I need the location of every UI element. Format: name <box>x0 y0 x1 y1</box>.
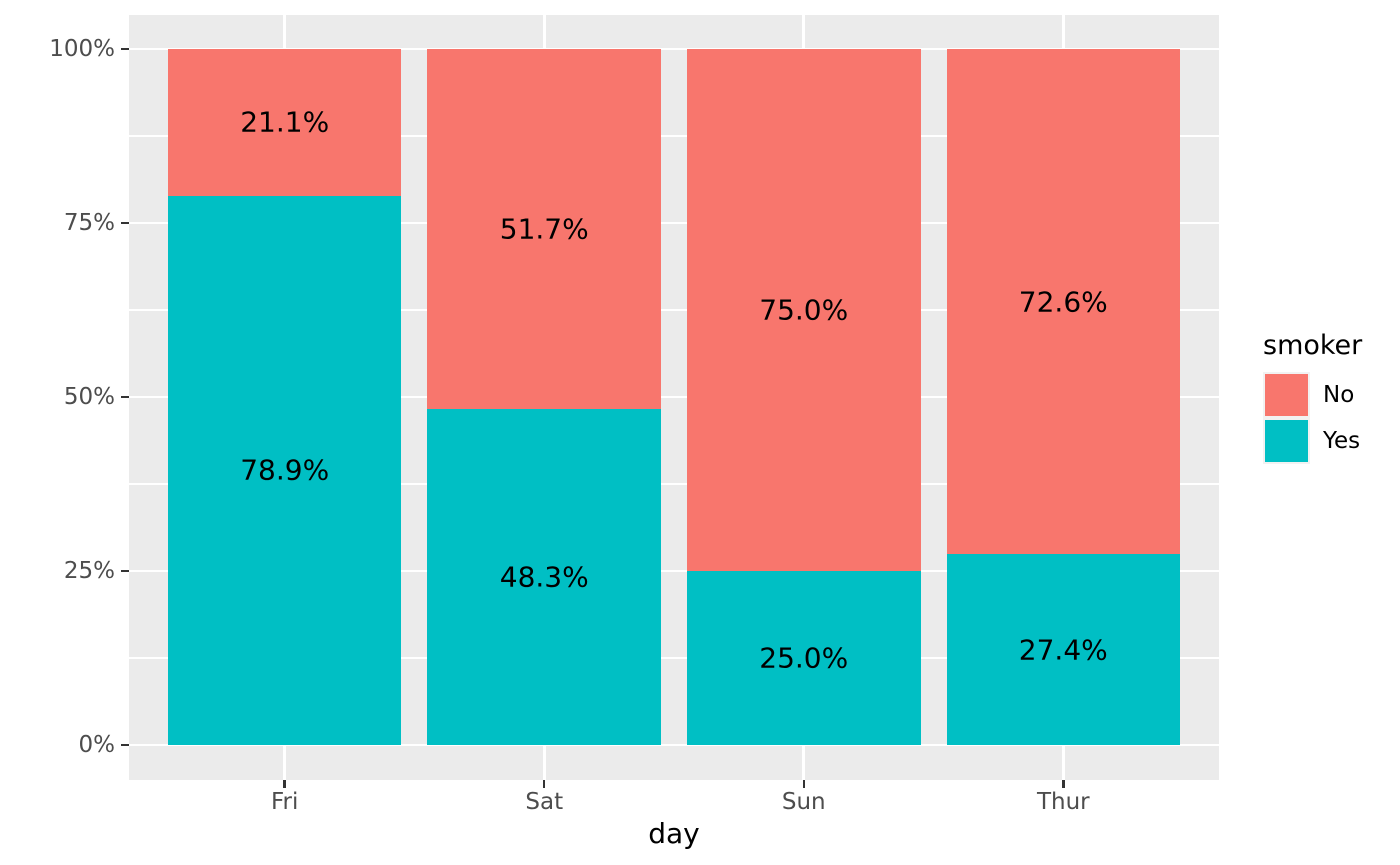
gridline-major-horizontal <box>129 47 1219 51</box>
gridline-major-horizontal <box>129 743 1219 747</box>
legend-swatch-no <box>1265 374 1308 416</box>
x-axis-tick <box>802 780 805 788</box>
legend-label-no: No <box>1323 382 1355 408</box>
bar-value-label-yes-sat: 48.3% <box>499 560 589 594</box>
gridline-major-horizontal <box>129 395 1219 399</box>
bar-value-label-yes-fri: 78.9% <box>240 453 330 487</box>
legend-key-yes <box>1263 418 1310 464</box>
bar-value-label-no-thur: 72.6% <box>1018 285 1108 319</box>
bar-segment-no-fri <box>167 49 402 196</box>
bar-value-label-no-fri: 21.1% <box>240 105 330 139</box>
bar-segment-no-sat <box>427 49 661 409</box>
gridline-minor-horizontal <box>129 309 1219 311</box>
bar-value-label-no-sat: 51.7% <box>499 212 589 246</box>
gridline-minor-horizontal <box>129 657 1219 659</box>
gridline-major-horizontal <box>129 569 1219 573</box>
bar-value-label-no-sun: 75.0% <box>759 293 849 327</box>
y-axis-tick <box>121 395 129 399</box>
y-axis-tick-label: 75% <box>63 210 115 236</box>
y-axis-tick <box>121 47 129 51</box>
bar-value-label-yes-thur: 27.4% <box>1018 633 1108 667</box>
plot-panel: 21.1% 78.9% 51.7% 48.3% 75.0% 25.0% 72.6% 27.4% <box>129 15 1219 780</box>
legend-swatch-yes <box>1265 420 1308 462</box>
bar-segment-no-thur <box>946 49 1181 555</box>
x-axis-tick-label: Thur <box>1036 789 1090 815</box>
legend-label-yes: Yes <box>1323 428 1361 454</box>
y-axis-tick <box>121 569 129 573</box>
legend-keys: No Yes <box>1263 372 1400 472</box>
legend-title: smoker <box>1263 330 1363 361</box>
bar-segment-yes-sat <box>427 408 661 745</box>
y-axis-tick-label: 50% <box>63 384 115 410</box>
x-axis-title: day <box>648 817 700 850</box>
y-axis-tick-label: 100% <box>49 36 115 62</box>
gridline-minor-horizontal <box>129 483 1219 485</box>
bar-segment-yes-thur <box>946 554 1181 745</box>
x-axis-tick <box>542 780 546 788</box>
gridline-minor-horizontal <box>129 135 1219 137</box>
legend-key-no <box>1263 372 1310 418</box>
bar-value-label-yes-sun: 25.0% <box>759 641 849 675</box>
x-axis-tick-label: Sat <box>525 789 564 815</box>
x-axis-tick <box>283 780 286 788</box>
x-axis-tick-label: Fri <box>271 789 299 815</box>
y-axis-tick <box>121 221 129 225</box>
bar-segment-yes-fri <box>167 195 402 745</box>
x-axis-tick <box>1062 780 1065 788</box>
bar-segment-no-sun <box>686 49 921 571</box>
x-axis-tick-label: Sun <box>781 789 826 815</box>
gridline-major-horizontal <box>129 221 1219 225</box>
legend: smoker No Yes <box>1263 330 1400 530</box>
y-axis-tick-label: 25% <box>63 558 115 584</box>
y-axis-tick <box>121 743 129 747</box>
bar-segment-yes-sun <box>686 571 921 745</box>
y-axis-tick-label: 0% <box>78 732 116 758</box>
